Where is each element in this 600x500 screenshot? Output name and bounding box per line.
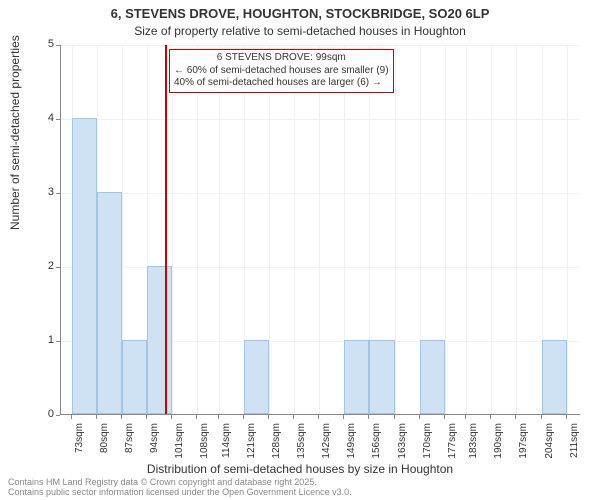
ytick-label: 5 [14, 38, 54, 50]
xtick-mark [218, 415, 219, 419]
xtick-mark [541, 415, 542, 419]
ytick-label: 3 [14, 186, 54, 198]
callout-line: 40% of semi-detached houses are larger (… [174, 77, 389, 90]
footer-attribution: Contains HM Land Registry data © Crown c… [8, 478, 352, 498]
xtick-mark [71, 415, 72, 419]
ytick-mark [56, 45, 60, 46]
ytick-label: 2 [14, 260, 54, 272]
plot-area: 6 STEVENS DROVE: 99sqm← 60% of semi-deta… [60, 45, 580, 415]
xtick-mark [394, 415, 395, 419]
xtick-mark [268, 415, 269, 419]
xtick-mark [96, 415, 97, 419]
histogram-bar [344, 340, 369, 414]
gridline-v [516, 45, 517, 414]
histogram-bar [147, 266, 172, 414]
callout-line: 6 STEVENS DROVE: 99sqm [174, 52, 389, 65]
gridline-v [219, 45, 220, 414]
xtick-mark [566, 415, 567, 419]
footer-line-2: Contains public sector information licen… [8, 488, 352, 498]
gridline-h [61, 45, 580, 46]
xtick-mark [343, 415, 344, 419]
xtick-mark [146, 415, 147, 419]
xtick-mark [465, 415, 466, 419]
ytick-mark [56, 267, 60, 268]
ytick-mark [56, 341, 60, 342]
gridline-h [61, 193, 580, 194]
property-size-histogram: 6, STEVENS DROVE, HOUGHTON, STOCKBRIDGE,… [0, 0, 600, 500]
xtick-mark [444, 415, 445, 419]
histogram-bar [369, 340, 394, 414]
gridline-v [491, 45, 492, 414]
ytick-mark [56, 193, 60, 194]
subject-property-marker [165, 45, 167, 414]
ytick-mark [56, 415, 60, 416]
callout-line: ← 60% of semi-detached houses are smalle… [174, 65, 389, 78]
xtick-mark [171, 415, 172, 419]
gridline-v [395, 45, 396, 414]
xtick-mark [515, 415, 516, 419]
xtick-mark [196, 415, 197, 419]
histogram-bar [72, 118, 97, 414]
chart-subtitle: Size of property relative to semi-detach… [0, 24, 600, 38]
xtick-mark [243, 415, 244, 419]
xtick-mark [419, 415, 420, 419]
xtick-mark [368, 415, 369, 419]
histogram-bar [122, 340, 147, 414]
gridline-v [319, 45, 320, 414]
x-axis-label: Distribution of semi-detached houses by … [0, 462, 600, 476]
gridline-v [445, 45, 446, 414]
xtick-mark [490, 415, 491, 419]
gridline-v [294, 45, 295, 414]
ytick-mark [56, 119, 60, 120]
gridline-h [61, 119, 580, 120]
histogram-bar [542, 340, 567, 414]
chart-title: 6, STEVENS DROVE, HOUGHTON, STOCKBRIDGE,… [0, 6, 600, 21]
ytick-label: 0 [14, 408, 54, 420]
ytick-label: 4 [14, 112, 54, 124]
gridline-v [197, 45, 198, 414]
gridline-v [172, 45, 173, 414]
xtick-mark [318, 415, 319, 419]
histogram-bar [420, 340, 445, 414]
xtick-mark [121, 415, 122, 419]
ytick-label: 1 [14, 334, 54, 346]
xtick-mark [293, 415, 294, 419]
gridline-h [61, 267, 580, 268]
histogram-bar [97, 192, 122, 414]
gridline-v [466, 45, 467, 414]
gridline-v [269, 45, 270, 414]
gridline-v [567, 45, 568, 414]
marker-callout: 6 STEVENS DROVE: 99sqm← 60% of semi-deta… [169, 49, 394, 93]
histogram-bar [244, 340, 269, 414]
y-axis-label: Number of semi-detached properties [8, 35, 22, 230]
